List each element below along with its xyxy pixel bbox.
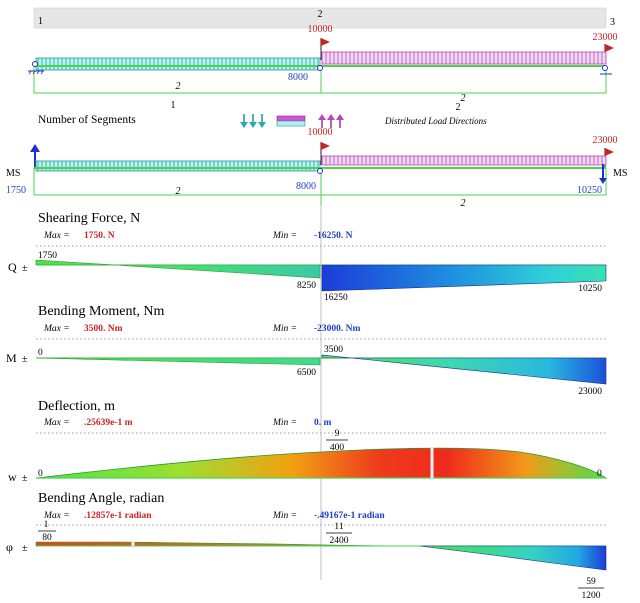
beam-with-values: 10000 23000 MS MS 1750 8000 10250	[6, 127, 627, 209]
shear-area-right	[321, 264, 607, 292]
angle-min-value: -.49167e-1 radian	[314, 511, 385, 521]
moment-min-label: Min =	[272, 324, 297, 334]
shear-title: Shearing Force, N	[38, 211, 140, 226]
scheme-section: 1 2 3 10000 23000	[28, 7, 618, 113]
mid-value-2: 8000	[296, 181, 316, 192]
angle-value-end-den: 1200	[582, 591, 601, 601]
deflection-min-label: Min =	[272, 418, 297, 428]
shear-value-mid-right: 16250	[324, 293, 348, 303]
support-right-icon-2	[599, 164, 607, 184]
angle-value-start-den: 80	[42, 533, 52, 543]
moment-max-label: Max =	[43, 324, 70, 334]
segment-count-left: 2	[176, 81, 181, 92]
moment-axis-sign: ±	[22, 354, 28, 365]
shear-panel: Shearing Force, N Max = 1750. N Min = -1…	[8, 211, 607, 303]
shear-value-end: 10250	[578, 284, 602, 294]
shear-value-mid-left: 8250	[297, 281, 316, 291]
angle-min-label: Min =	[272, 511, 297, 521]
ms-label-left: MS	[6, 168, 20, 179]
shear-axis-sign: ±	[22, 263, 28, 274]
node-label-3: 3	[610, 17, 615, 28]
segment-count-left-2: 2	[176, 186, 181, 197]
moment-title: Bending Moment, Nm	[38, 304, 164, 319]
angle-value-mid-num: 11	[334, 522, 343, 532]
reaction-arrow-icon	[30, 144, 40, 168]
reaction-left-value: 1750	[6, 185, 26, 196]
force-value-mid: 10000	[308, 24, 333, 35]
force-flag-mid-2	[320, 142, 330, 165]
deflection-area	[35, 447, 608, 479]
support-mid-icon	[317, 65, 323, 71]
distributed-load-right-2	[321, 155, 607, 166]
moment-value-mid-right: 3500	[324, 345, 343, 355]
distributed-load-right	[321, 51, 607, 65]
deflection-max-value: .25639e-1 m	[84, 418, 133, 428]
load-directions-label: Distributed Load Directions	[384, 116, 487, 126]
angle-value-end-num: 59	[586, 577, 596, 587]
distributed-load-left	[35, 57, 321, 71]
shear-value-start: 1750	[38, 251, 57, 261]
deflection-min-value: 0. m	[314, 418, 332, 428]
angle-area-negative	[419, 545, 607, 571]
distributed-load-left-2	[35, 160, 321, 172]
segments-label: Number of Segments	[38, 114, 136, 126]
shear-axis-label: Q	[8, 260, 17, 274]
moment-min-value: -23000. Nm	[314, 324, 361, 334]
angle-panel: Bending Angle, radian Max = .12857e-1 ra…	[6, 491, 607, 601]
deflection-value-mid-num: 9	[335, 429, 340, 439]
angle-max-label: Max =	[43, 511, 70, 521]
moment-value-mid-left: 6500	[297, 368, 316, 378]
deflection-axis-sign: ±	[22, 473, 28, 484]
support-mid-icon-2	[317, 168, 323, 174]
moment-area-left	[35, 357, 321, 366]
moment-value-start: 0	[38, 348, 43, 358]
node-label-2: 2	[318, 9, 323, 20]
angle-max-value: .12857e-1 radian	[84, 511, 152, 521]
node-label-1: 1	[38, 16, 43, 27]
up-arrows-icon	[318, 114, 344, 128]
moment-panel: Bending Moment, Nm Max = 3500. Nm Min = …	[6, 304, 607, 397]
deflection-axis-label: w	[8, 470, 17, 484]
force-value-mid-2: 10000	[308, 127, 333, 138]
deflection-panel: Deflection, m Max = .25639e-1 m Min = 0.…	[8, 399, 608, 484]
deflection-max-label: Max =	[43, 418, 70, 428]
legend-row: Number of Segments Distributed Load Dire…	[38, 114, 487, 128]
load-swatch-icon	[276, 115, 306, 127]
angle-area-positive	[35, 541, 420, 547]
deflection-value-start: 0	[38, 469, 43, 479]
moment-area-right	[321, 354, 607, 385]
shear-max-label: Max =	[43, 231, 70, 241]
right-value-2: 10250	[577, 185, 602, 196]
angle-axis-sign: ±	[22, 543, 28, 554]
shear-min-value: -16250. N	[314, 231, 353, 241]
angle-value-start-num: 1	[44, 520, 49, 530]
segment-count-right-2: 2	[461, 198, 466, 209]
span-index-1: 1	[171, 100, 176, 111]
force-value-right: 23000	[593, 32, 618, 43]
deflection-value-end: 0	[597, 469, 602, 479]
moment-value-end: 23000	[578, 387, 602, 397]
moment-axis-label: M	[6, 351, 17, 365]
force-value-right-2: 23000	[593, 135, 618, 146]
angle-axis-label: φ	[6, 540, 13, 554]
shear-area-left	[35, 259, 321, 279]
support-left-icon	[28, 61, 44, 75]
node-header-bar	[33, 7, 607, 29]
span-index-2: 2	[456, 102, 461, 113]
segment-count-right: 2	[461, 93, 466, 104]
ms-label-right: MS	[613, 168, 627, 179]
deflection-title: Deflection, m	[38, 399, 115, 414]
force-flag-mid	[320, 38, 330, 60]
angle-value-mid-den: 2400	[330, 536, 349, 546]
angle-title: Bending Angle, radian	[38, 491, 164, 506]
deflection-value-mid-den: 400	[330, 443, 345, 453]
shear-max-value: 1750. N	[84, 231, 115, 241]
shear-min-label: Min =	[272, 231, 297, 241]
down-arrows-icon	[240, 114, 266, 128]
moment-max-value: 3500. Nm	[84, 324, 123, 334]
mid-value: 8000	[288, 72, 308, 83]
support-right-icon	[600, 65, 612, 75]
